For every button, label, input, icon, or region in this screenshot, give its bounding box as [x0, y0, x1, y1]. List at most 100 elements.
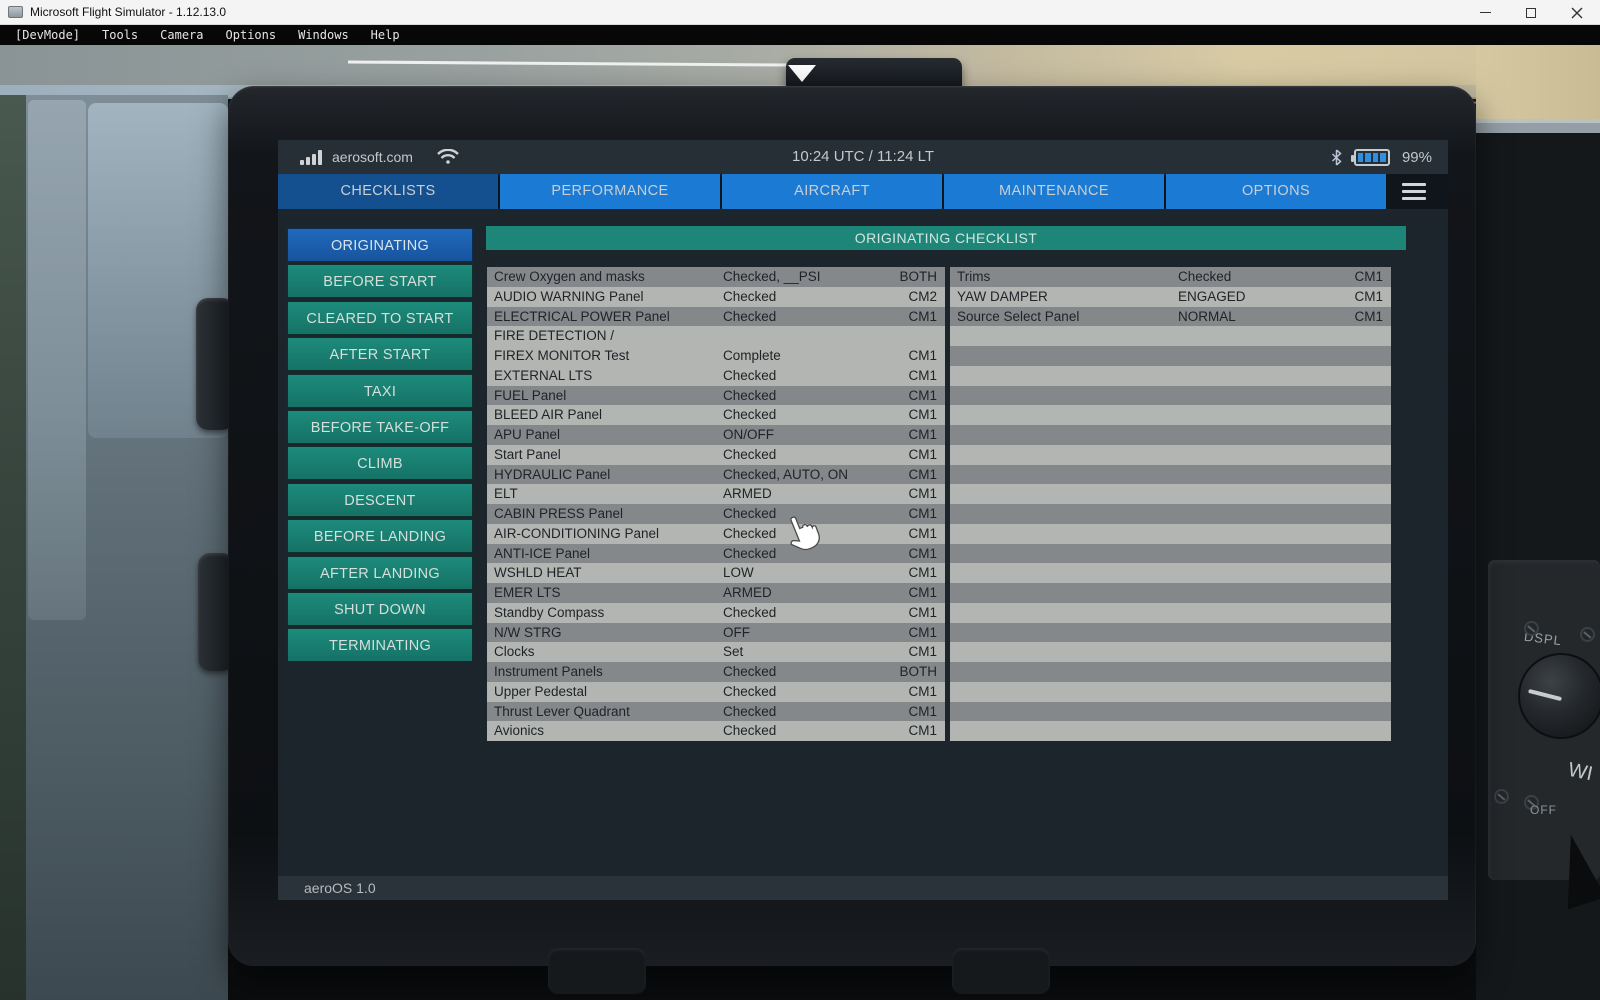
dspl-knob[interactable] — [1518, 653, 1600, 739]
checklist-status-label: Checked — [723, 308, 777, 324]
windshield-road-right — [1476, 45, 1600, 123]
checklist-item-label: FUEL Panel — [494, 387, 567, 403]
checklist-row[interactable]: AUDIO WARNING Panel Checked CM2 — [487, 286, 945, 307]
checklist-status-label: Checked — [723, 387, 777, 403]
checklist-empty-row — [950, 642, 1391, 662]
sidebar-item-before-take-off[interactable]: BEFORE TAKE-OFF — [287, 409, 473, 444]
menu-item-camera[interactable]: Camera — [160, 28, 204, 42]
checklist-row[interactable]: Instrument Panels Checked BOTH — [487, 662, 945, 682]
sidebar-item-after-start[interactable]: AFTER START — [287, 337, 473, 372]
screw-icon — [1494, 789, 1509, 804]
checklist-crew-label: CM1 — [908, 585, 937, 600]
window-title: Microsoft Flight Simulator - 1.12.13.0 — [30, 5, 227, 19]
menu-item-options[interactable]: Options — [225, 28, 277, 42]
checklist-empty-row — [950, 385, 1391, 406]
checklist-item-label: Trims — [957, 269, 991, 284]
checklist-row[interactable]: FUEL Panel Checked CM1 — [487, 385, 945, 406]
hamburger-menu-icon[interactable] — [1396, 179, 1432, 205]
title-bar: Microsoft Flight Simulator - 1.12.13.0 — [0, 0, 1600, 25]
checklist-item-label: ELECTRICAL POWER Panel — [494, 308, 670, 324]
checklist-empty-row — [950, 701, 1391, 722]
sidebar-item-cleared-to-start[interactable]: CLEARED TO START — [287, 300, 473, 335]
minimize-button[interactable] — [1462, 0, 1508, 25]
efb-footer: aeroOS 1.0 — [278, 876, 1448, 900]
checklist-row[interactable]: Clocks Set CM1 — [487, 642, 945, 662]
checklist-status-label: Checked — [723, 506, 777, 521]
checklist-empty-row — [950, 346, 1391, 366]
checklist-phase-sidebar: ORIGINATING BEFORE START CLEARED TO START A… — [287, 228, 473, 663]
tab-aircraft[interactable]: AIRCRAFT — [722, 174, 942, 209]
sidebar-item-before-start[interactable]: BEFORE START — [287, 264, 473, 299]
checklist-status-label: ARMED — [723, 486, 772, 502]
sidebar-item-after-landing[interactable]: AFTER LANDING — [287, 555, 473, 590]
carrier-label: aerosoft.com — [332, 149, 413, 165]
checklist-row[interactable]: EMER LTS ARMED CM1 — [487, 583, 945, 603]
checklist-row[interactable]: ELT ARMED CM1 — [487, 484, 945, 504]
sidebar-item-descent[interactable]: DESCENT — [287, 482, 473, 517]
checklist-empty-row — [950, 602, 1391, 623]
menu-item-help[interactable]: Help — [370, 28, 400, 42]
checklist-crew-label: CM1 — [908, 348, 937, 363]
checklist-row[interactable]: Trims Checked CM1 — [950, 267, 1391, 287]
maximize-button[interactable] — [1508, 0, 1554, 25]
checklist-row[interactable]: WSHLD HEAT LOW CM1 — [487, 563, 945, 583]
checklist-item-label: BLEED AIR Panel — [494, 407, 603, 423]
sidebar-item-terminating[interactable]: TERMINATING — [287, 628, 473, 663]
screw-icon — [1524, 621, 1539, 636]
checklist-row[interactable]: APU Panel ON/OFF CM1 — [487, 425, 945, 445]
checklist-crew-label: CM1 — [908, 308, 937, 324]
sidebar-item-before-landing[interactable]: BEFORE LANDING — [287, 519, 473, 554]
app-icon — [8, 6, 23, 18]
checklist-row[interactable]: BLEED AIR Panel Checked CM1 — [487, 405, 945, 425]
checklist-status-label: Checked — [723, 525, 777, 541]
checklist-item-label: Start Panel — [494, 446, 561, 462]
windshield-horizon-right — [1476, 119, 1600, 133]
cockpit-window-pillar — [28, 100, 86, 620]
checklist-item-label: YAW DAMPER — [957, 288, 1048, 304]
checklist-item-label: AIR-CONDITIONING Panel — [494, 525, 660, 541]
menu-item-windows[interactable]: Windows — [298, 28, 349, 42]
checklist-item-label: Source Select Panel — [957, 308, 1080, 324]
checklist-empty-row — [950, 563, 1391, 583]
checklist-row[interactable]: HYDRAULIC Panel Checked, AUTO, ON CM1 — [487, 464, 945, 485]
checklist-row[interactable]: Standby Compass Checked CM1 — [487, 602, 945, 623]
checklist-status-label: Checked — [723, 446, 777, 462]
checklist-crew-label: CM1 — [908, 683, 937, 699]
checklist-empty-row — [950, 622, 1391, 643]
menu-item-tools[interactable]: Tools — [102, 28, 139, 42]
checklist-row[interactable]: FIRE DETECTION / FIREX MONITOR Test Compl… — [487, 326, 945, 366]
checklist-row[interactable]: N/W STRG OFF CM1 — [487, 622, 945, 643]
checklist-row[interactable]: CABIN PRESS Panel Checked CM1 — [487, 504, 945, 524]
sidebar-item-climb[interactable]: CLIMB — [287, 446, 473, 481]
tab-checklists[interactable]: CHECKLISTS — [278, 174, 498, 209]
tab-performance[interactable]: PERFORMANCE — [500, 174, 720, 209]
checklist-row[interactable]: Crew Oxygen and masks Checked, __PSI BOTH — [487, 267, 945, 287]
tab-options[interactable]: OPTIONS — [1166, 174, 1386, 209]
checklist-row[interactable]: ANTI-ICE Panel Checked CM1 — [487, 543, 945, 564]
tab-maintenance[interactable]: MAINTENANCE — [944, 174, 1164, 209]
checklist-row[interactable]: Upper Pedestal Checked CM1 — [487, 681, 945, 702]
checklist-row[interactable]: Source Select Panel NORMAL CM1 — [950, 306, 1391, 327]
checklist-status-label: OFF — [723, 624, 750, 640]
checklist-row[interactable]: EXTERNAL LTS Checked CM1 — [487, 365, 945, 386]
menu-item-devmode[interactable]: [DevMode] — [15, 28, 81, 42]
checklist-row[interactable]: Start Panel Checked CM1 — [487, 444, 945, 465]
checklist-crew-label: CM2 — [908, 288, 937, 304]
checklist-row[interactable]: Avionics Checked CM1 — [487, 721, 945, 741]
checklist-table-left: Crew Oxygen and masks Checked, __PSI BOTH A… — [487, 267, 945, 741]
checklist-row[interactable]: ELECTRICAL POWER Panel Checked CM1 — [487, 306, 945, 327]
checklist-row[interactable]: AIR-CONDITIONING Panel Checked CM1 — [487, 523, 945, 544]
checklist-item-label: Clocks — [494, 644, 535, 660]
checklist-status-label: Checked, AUTO, ON — [723, 466, 849, 482]
checklist-crew-label: CM1 — [908, 506, 937, 521]
sidebar-item-shut-down[interactable]: SHUT DOWN — [287, 591, 473, 626]
wifi-icon — [437, 149, 459, 164]
checklist-status-label: Checked — [723, 703, 777, 719]
checklist-item-label: Standby Compass — [494, 604, 605, 620]
checklist-status-label: Checked — [723, 604, 777, 620]
sidebar-item-taxi[interactable]: TAXI — [287, 373, 473, 408]
checklist-row[interactable]: YAW DAMPER ENGAGED CM1 — [950, 286, 1391, 307]
checklist-row[interactable]: Thrust Lever Quadrant Checked CM1 — [487, 701, 945, 722]
close-button[interactable] — [1554, 0, 1600, 25]
sidebar-item-originating[interactable]: ORIGINATING — [287, 228, 473, 262]
